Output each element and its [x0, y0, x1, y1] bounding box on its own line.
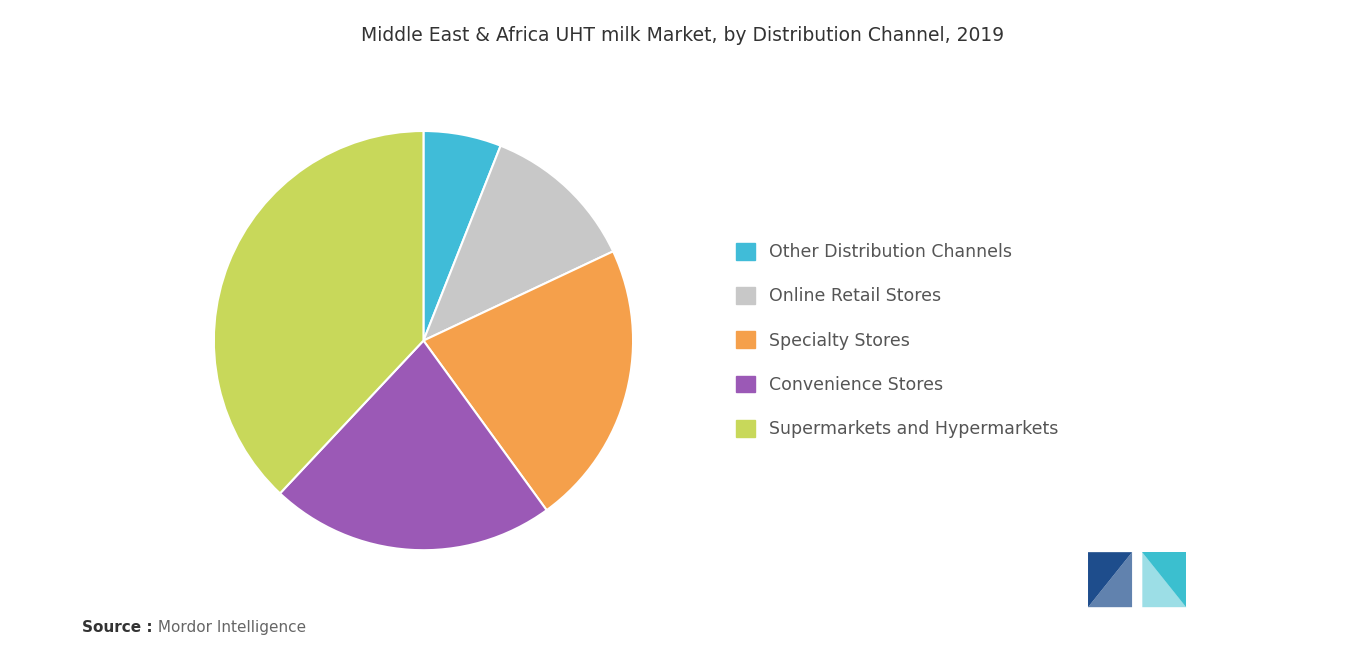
- Wedge shape: [280, 341, 546, 550]
- Legend: Other Distribution Channels, Online Retail Stores, Specialty Stores, Convenience: Other Distribution Channels, Online Reta…: [727, 234, 1067, 447]
- Wedge shape: [214, 131, 423, 493]
- Text: Middle East & Africa UHT milk Market, by Distribution Channel, 2019: Middle East & Africa UHT milk Market, by…: [362, 26, 1004, 45]
- Wedge shape: [423, 131, 500, 341]
- Polygon shape: [1087, 552, 1132, 607]
- Polygon shape: [1142, 552, 1186, 607]
- Text: Mordor Intelligence: Mordor Intelligence: [153, 620, 306, 635]
- Polygon shape: [1087, 552, 1132, 607]
- Wedge shape: [423, 145, 613, 341]
- Wedge shape: [423, 252, 632, 510]
- Polygon shape: [1142, 552, 1186, 607]
- Text: Source :: Source :: [82, 620, 153, 635]
